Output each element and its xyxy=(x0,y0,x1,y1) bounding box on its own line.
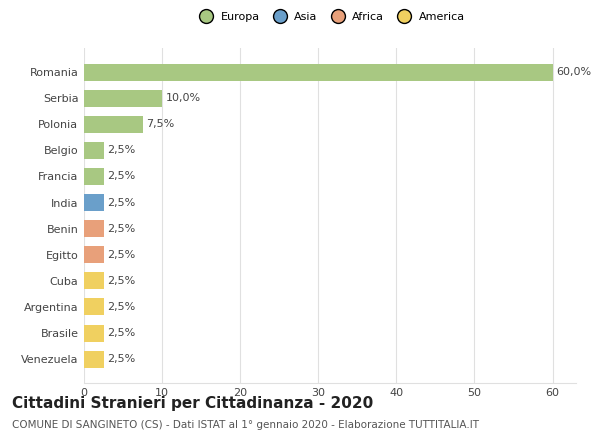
Legend: Europa, Asia, Africa, America: Europa, Asia, Africa, America xyxy=(191,7,469,26)
Text: 2,5%: 2,5% xyxy=(107,198,136,208)
Bar xyxy=(84,298,104,315)
Bar xyxy=(84,116,143,133)
Text: 7,5%: 7,5% xyxy=(146,119,175,129)
Text: 2,5%: 2,5% xyxy=(107,224,136,234)
Bar xyxy=(84,142,104,159)
Bar xyxy=(84,272,104,290)
Text: 2,5%: 2,5% xyxy=(107,354,136,364)
Text: 2,5%: 2,5% xyxy=(107,302,136,312)
Text: 10,0%: 10,0% xyxy=(166,93,201,103)
Text: 60,0%: 60,0% xyxy=(556,67,592,77)
Text: 2,5%: 2,5% xyxy=(107,172,136,181)
Bar xyxy=(84,351,104,367)
Text: 2,5%: 2,5% xyxy=(107,328,136,338)
Text: 2,5%: 2,5% xyxy=(107,250,136,260)
Text: 2,5%: 2,5% xyxy=(107,145,136,155)
Bar xyxy=(84,220,104,237)
Bar xyxy=(84,194,104,211)
Text: 2,5%: 2,5% xyxy=(107,276,136,286)
Bar xyxy=(84,168,104,185)
Bar xyxy=(84,64,553,81)
Bar xyxy=(84,325,104,341)
Text: COMUNE DI SANGINETO (CS) - Dati ISTAT al 1° gennaio 2020 - Elaborazione TUTTITAL: COMUNE DI SANGINETO (CS) - Dati ISTAT al… xyxy=(12,420,479,430)
Bar xyxy=(84,246,104,263)
Text: Cittadini Stranieri per Cittadinanza - 2020: Cittadini Stranieri per Cittadinanza - 2… xyxy=(12,396,373,411)
Bar xyxy=(84,90,162,106)
